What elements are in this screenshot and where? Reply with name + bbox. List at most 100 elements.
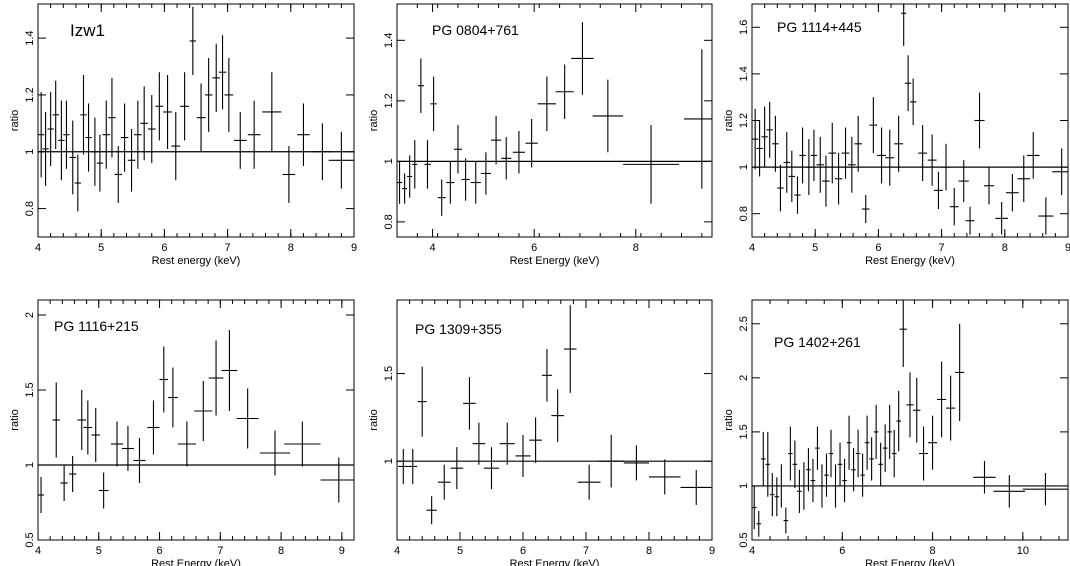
x-tick-label: 6 — [161, 242, 167, 254]
plot-frame — [751, 299, 1069, 541]
data-point — [446, 161, 455, 204]
data-point — [937, 361, 947, 438]
data-point — [52, 80, 59, 149]
data-point — [512, 131, 526, 174]
data-point — [74, 154, 81, 212]
plot-frame — [396, 299, 713, 541]
data-point — [470, 161, 481, 204]
data-point — [398, 448, 409, 484]
y-axis-label: ratio — [9, 110, 21, 131]
data-point — [899, 300, 907, 368]
data-point — [841, 127, 850, 179]
data-point — [848, 136, 856, 193]
x-tick-label: 9 — [1065, 242, 1070, 254]
data-point — [891, 429, 897, 478]
data-point — [212, 43, 221, 112]
data-point — [806, 448, 811, 492]
data-point — [680, 469, 712, 505]
data-point — [842, 458, 847, 503]
data-point — [63, 100, 70, 169]
x-tick-label: 5 — [98, 242, 104, 254]
data-point — [262, 72, 282, 152]
data-point — [974, 92, 985, 149]
x-tick-label: 6 — [839, 545, 845, 557]
data-point — [837, 442, 843, 486]
data-point — [983, 167, 995, 205]
data-point — [98, 472, 109, 509]
data-point — [869, 97, 878, 154]
data-point — [69, 120, 76, 195]
panel-title: PG 1114+445 — [777, 19, 862, 35]
data-point — [259, 430, 291, 476]
data-point — [499, 422, 515, 465]
data-point — [973, 461, 996, 494]
data-point — [934, 171, 943, 210]
data-point — [949, 188, 959, 226]
data-point — [779, 464, 784, 508]
data-point — [397, 161, 403, 204]
data-point — [121, 426, 135, 471]
data-point — [60, 465, 68, 501]
panel-title: PG 1309+355 — [415, 321, 502, 337]
data-point — [407, 155, 413, 198]
y-tick-label: 2 — [24, 312, 36, 318]
data-point — [869, 437, 874, 481]
data-point — [177, 421, 196, 467]
x-tick-label: 4 — [749, 545, 755, 557]
data-point — [83, 400, 93, 455]
data-point — [171, 111, 181, 181]
data-point — [918, 125, 928, 182]
data-point — [913, 377, 921, 443]
data-point — [147, 400, 160, 455]
data-point — [834, 153, 843, 205]
data-point — [761, 431, 766, 486]
panel-3: 4 5 6 7 8 9 0.8 1 1.2 1.4 1.6 Rest Energy (keV) rati… — [723, 3, 1070, 267]
data-point — [1006, 174, 1019, 212]
data-point — [928, 415, 938, 470]
x-tick-label: 8 — [278, 545, 284, 557]
data-point — [114, 146, 123, 203]
panel-6: 4 6 8 10 0.5 1 1.5 2 2.5 Rest Energy (keV) ratio PG… — [723, 299, 1069, 566]
data-point — [878, 442, 883, 486]
data-point — [450, 447, 464, 490]
data-point — [247, 100, 261, 169]
panel-4: 4 5 6 7 8 9 0.5 1 1.5 2 Rest Energy (keV) ratio PG 1… — [9, 299, 355, 566]
panel-title: PG 1402+261 — [774, 334, 861, 350]
data-point — [797, 469, 802, 513]
x-axis-label: Rest Energy (keV) — [151, 558, 241, 566]
data-point — [236, 388, 259, 449]
x-tick-label: 7 — [583, 545, 589, 557]
data-point — [221, 330, 238, 411]
panel-1: 4 5 6 7 8 9 0.8 1 1.2 1.4 Rest energy (keV) ratio Iz… — [9, 3, 357, 267]
data-point — [801, 462, 807, 510]
data-point — [824, 453, 829, 497]
data-point — [927, 134, 937, 186]
data-point — [788, 426, 793, 481]
data-point — [815, 426, 820, 470]
data-point — [873, 404, 879, 459]
x-axis-label: Rest Energy (keV) — [865, 558, 955, 566]
x-tick-label: 6 — [520, 545, 526, 557]
data-point — [571, 22, 594, 95]
y-tick-label: 1 — [738, 164, 750, 170]
data-point — [766, 101, 773, 158]
data-point — [91, 117, 99, 186]
data-point — [208, 340, 224, 416]
x-tick-label: 4 — [394, 545, 400, 557]
data-point — [828, 122, 837, 184]
data-point — [958, 160, 969, 203]
data-point — [159, 346, 169, 413]
data-point — [860, 453, 865, 497]
y-tick-label: 1.4 — [383, 33, 395, 48]
data-point — [155, 72, 164, 141]
data-point — [408, 448, 418, 484]
data-point — [120, 103, 129, 172]
data-point — [42, 111, 49, 186]
x-axis-label: Rest Energy (keV) — [510, 558, 600, 566]
data-point — [417, 58, 424, 113]
data-point — [483, 447, 500, 490]
x-tick-label: 8 — [1002, 242, 1008, 254]
data-point — [1022, 472, 1068, 506]
x-tick-label: 5 — [96, 545, 102, 557]
